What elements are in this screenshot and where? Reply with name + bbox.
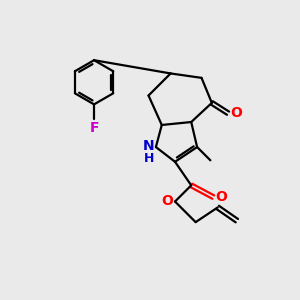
Text: O: O <box>230 106 242 120</box>
Text: O: O <box>161 194 173 208</box>
Text: H: H <box>144 152 154 165</box>
Text: N: N <box>143 140 154 154</box>
Text: O: O <box>216 190 227 203</box>
Text: F: F <box>89 122 99 135</box>
